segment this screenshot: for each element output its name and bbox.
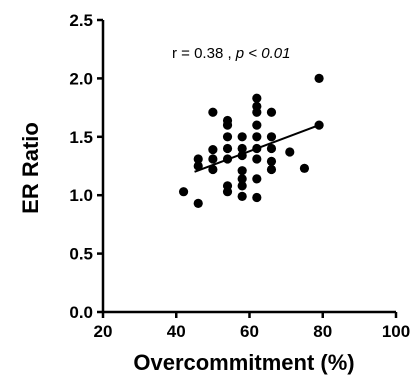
data-point: [237, 150, 247, 161]
data-point: [178, 187, 189, 197]
data-point: [252, 143, 262, 154]
y-tick-label: 1.0: [69, 186, 93, 205]
data-point: [237, 174, 247, 184]
data-point: [266, 107, 277, 117]
data-point: [252, 192, 262, 203]
x-tick-label: 20: [94, 322, 113, 341]
plot-area: 20 40 60 80 100 0.0 0.5 1.0 1.5 2.0 2.5: [69, 11, 410, 341]
data-point: [285, 147, 295, 157]
x-tick-label: 80: [313, 322, 332, 341]
data-point: [252, 120, 262, 130]
data-point: [193, 161, 203, 171]
y-axis-ticks: 0.0 0.5 1.0 1.5 2.0 2.5: [69, 11, 103, 322]
data-point: [193, 198, 203, 208]
x-tick-label: 40: [167, 322, 186, 341]
correlation-annotation: r = 0.38 , p < 0.01: [172, 45, 290, 62]
data-point: [208, 145, 218, 155]
data-point: [237, 191, 247, 201]
data-point: [208, 164, 218, 175]
data-point: [237, 143, 247, 154]
y-tick-label: 0.5: [69, 245, 93, 264]
data-point: [237, 132, 247, 142]
data-point: [193, 154, 203, 164]
x-axis-ticks: 20 40 60 80 100: [94, 312, 410, 341]
x-tick-label: 60: [240, 322, 259, 341]
y-axis-title: ER Ratio: [18, 122, 43, 214]
data-point: [266, 143, 277, 154]
data-point: [266, 164, 277, 175]
data-point: [222, 154, 233, 164]
data-point: [314, 120, 324, 130]
data-point: [314, 73, 324, 83]
data-point: [299, 163, 310, 173]
data-point: [208, 107, 218, 117]
data-point: [266, 132, 277, 142]
data-point: [222, 132, 233, 142]
annotation-prefix: r = 0.38 ,: [172, 45, 236, 62]
data-point: [237, 166, 247, 176]
data-point: [252, 154, 262, 164]
data-point: [222, 143, 233, 154]
data-point: [252, 107, 262, 117]
x-tick-label: 100: [382, 322, 410, 341]
y-tick-label: 0.0: [69, 303, 93, 322]
data-point: [222, 187, 233, 197]
data-point: [208, 154, 218, 164]
y-tick-label: 1.5: [69, 128, 93, 147]
data-point: [222, 120, 233, 130]
annotation-p-value: p < 0.01: [235, 45, 291, 62]
y-tick-label: 2.5: [69, 11, 93, 30]
data-point: [252, 93, 262, 103]
x-axis-title: Overcommitment (%): [133, 350, 354, 375]
data-points: [178, 73, 324, 208]
data-point: [252, 132, 262, 142]
data-point: [266, 156, 277, 166]
data-point: [237, 181, 247, 191]
y-tick-label: 2.0: [69, 69, 93, 88]
data-point: [252, 174, 262, 184]
